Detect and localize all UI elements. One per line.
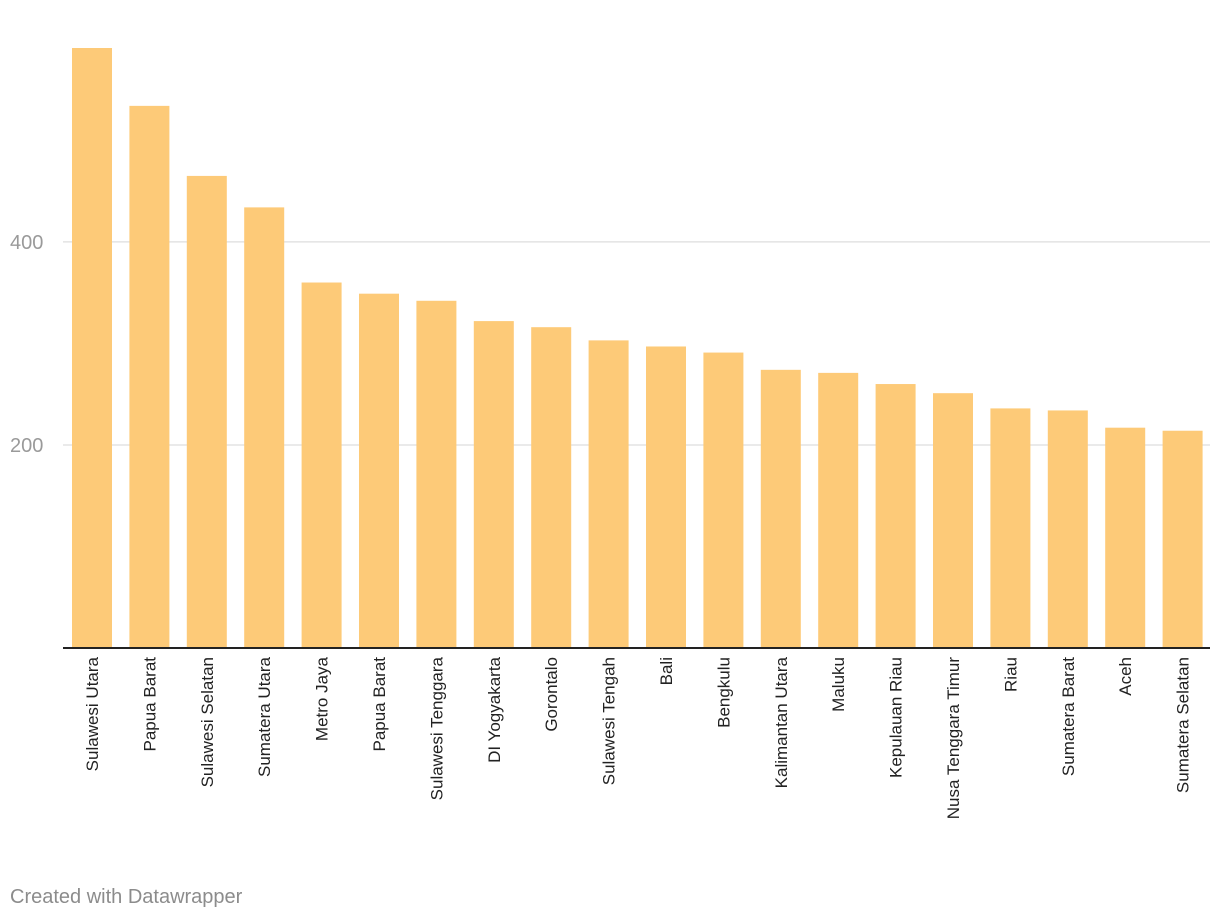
x-tick-label: Sumatera Selatan <box>1174 657 1193 793</box>
bar <box>244 207 285 648</box>
x-tick-label: Sulawesi Tenggara <box>427 656 446 800</box>
bar <box>818 372 859 648</box>
bar <box>1162 430 1203 648</box>
x-tick-label: Gorontalo <box>542 657 561 732</box>
credit-text: Created with Datawrapper <box>10 886 243 908</box>
x-tick-label: Riau <box>1001 657 1020 692</box>
bar <box>588 340 629 648</box>
x-tick-label: Sulawesi Utara <box>83 656 102 771</box>
x-tick-label: Maluku <box>829 657 848 712</box>
x-tick-label: Sumatera Utara <box>255 656 274 777</box>
x-tick-label: DI Yogyakarta <box>485 656 504 762</box>
bar <box>72 48 112 648</box>
bar <box>129 105 170 648</box>
bar <box>703 352 744 648</box>
bars <box>72 48 1203 649</box>
x-tick-label: Kepulauan Riau <box>887 657 906 778</box>
bar <box>473 321 514 648</box>
bar <box>1047 410 1088 648</box>
bar <box>186 175 227 649</box>
y-tick-label: 200 <box>10 435 43 457</box>
x-tick-label: Sulawesi Selatan <box>198 657 217 787</box>
x-tick-label: Bali <box>657 657 676 685</box>
bar <box>760 369 801 648</box>
x-tick-label: Aceh <box>1116 657 1135 696</box>
x-tick-label: Sumatera Barat <box>1059 657 1078 776</box>
bar <box>933 393 973 648</box>
bar <box>359 293 399 648</box>
x-tick-label: Kalimantan Utara <box>772 656 791 788</box>
bar <box>646 346 686 648</box>
y-tick-label: 400 <box>10 232 43 254</box>
bar <box>301 282 342 648</box>
x-tick-label: Sulawesi Tengah <box>600 657 619 785</box>
x-tick-label: Metro Jaya <box>313 656 332 741</box>
x-tick-label: Papua Barat <box>140 657 159 752</box>
x-tick-labels: Sulawesi Utara Papua Barat Sulawesi Selata… <box>83 656 1193 819</box>
bar <box>990 408 1031 648</box>
x-tick-label: Papua Barat <box>370 657 389 752</box>
bar <box>1105 427 1146 648</box>
bar <box>531 327 572 648</box>
bar <box>416 300 457 648</box>
x-tick-label: Nusa Tenggara Timur <box>944 657 963 820</box>
bar <box>875 384 916 648</box>
x-tick-label: Bengkulu <box>714 657 733 728</box>
